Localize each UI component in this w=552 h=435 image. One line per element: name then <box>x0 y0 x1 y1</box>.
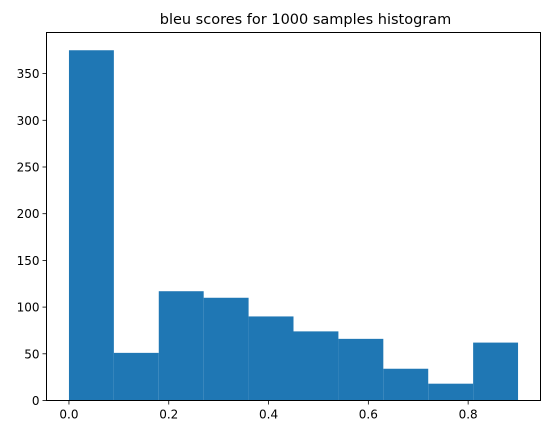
histogram-bar <box>248 316 294 401</box>
histogram-bar <box>158 291 204 401</box>
y-tick-label: 50 <box>24 347 39 361</box>
x-tick-label: 0.6 <box>359 408 378 422</box>
histogram-bar <box>428 383 474 401</box>
x-tick-label: 0.4 <box>259 408 278 422</box>
x-tick-label: 0.2 <box>159 408 178 422</box>
histogram-bar <box>203 297 249 401</box>
y-tick-label: 300 <box>17 114 40 128</box>
bars-layer <box>68 50 519 401</box>
y-tick-label: 0 <box>32 394 40 408</box>
axes-layer: 0.0 0.2 0.4 0.6 0.8 0 50 100 150 200 250 300 350 <box>17 67 478 421</box>
x-tick-label: 0.0 <box>59 408 78 422</box>
histogram-bar <box>473 342 519 401</box>
histogram-bar <box>383 368 429 401</box>
y-tick-label: 100 <box>17 301 40 315</box>
histogram-bar <box>338 338 384 401</box>
y-tick-label: 150 <box>17 254 40 268</box>
y-tick-label: 250 <box>17 160 40 174</box>
x-tick-label: 0.8 <box>459 408 478 422</box>
histogram-bar <box>113 352 159 401</box>
y-tick-label: 350 <box>17 67 40 81</box>
y-tick-label: 200 <box>17 207 40 221</box>
histogram-bar <box>293 331 339 401</box>
plot-frame <box>46 32 541 401</box>
chart-title: bleu scores for 1000 samples histogram <box>160 12 452 28</box>
histogram-bar <box>68 50 114 401</box>
